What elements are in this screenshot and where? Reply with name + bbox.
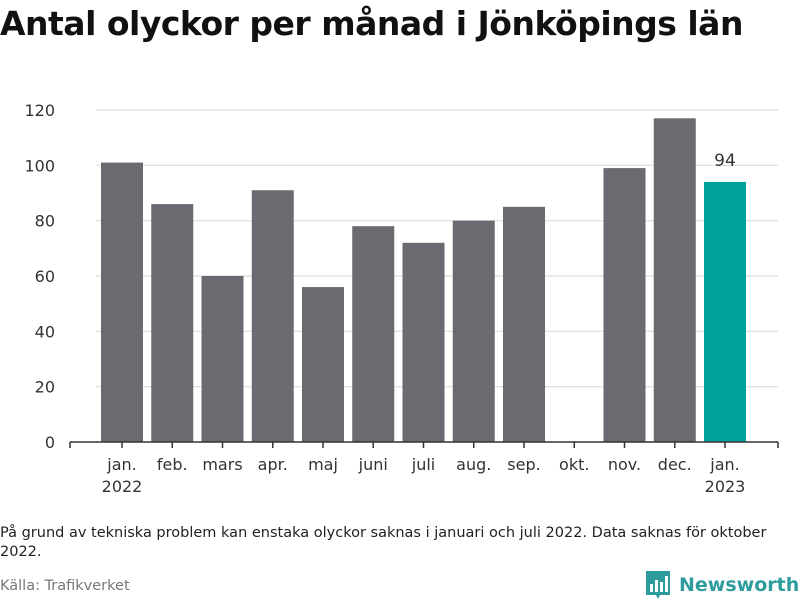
bar (603, 168, 646, 442)
x-tick-label: jan. 2023 (705, 455, 746, 496)
bars (101, 118, 746, 443)
y-tick-label: 0 (45, 433, 55, 452)
bar (402, 242, 445, 442)
y-tick-label: 120 (24, 101, 55, 120)
x-tick-label: apr. (258, 455, 288, 474)
bar (302, 287, 344, 442)
y-tick-label: 40 (35, 322, 55, 341)
footnote: På grund av tekniska problem kan enstaka… (0, 525, 767, 560)
bar (101, 162, 143, 443)
bar (201, 276, 244, 442)
x-tick-label: nov. (608, 455, 641, 474)
y-tick-label: 60 (35, 267, 55, 286)
chart-title: Antal olyckor per månad i Jönköpings län (0, 4, 743, 43)
bar (352, 226, 395, 442)
y-tick-label: 20 (35, 378, 55, 397)
x-tick-label: juni (358, 455, 388, 474)
bar (452, 220, 495, 442)
x-tick-label: jan. 2022 (102, 455, 143, 496)
y-tick-labels: 0 20 40 60 80 100 120 (24, 101, 55, 452)
x-tick-label: juli (411, 455, 435, 474)
x-tick-label: sep. (507, 455, 540, 474)
x-tick-label: maj (308, 455, 338, 474)
x-tick-label: mars (202, 455, 242, 474)
newsworthy-logo-icon (646, 571, 670, 599)
bar (653, 118, 696, 443)
brand-name: Newsworthy (679, 574, 800, 596)
brand-logo[interactable]: Newsworthy (645, 569, 800, 601)
data-labels: 94 (714, 151, 736, 171)
bar (151, 204, 194, 442)
source-label: Källa: Trafikverket (0, 578, 130, 594)
bar (704, 181, 746, 442)
y-tick-label: 80 (35, 212, 55, 231)
x-tick-label: okt. (559, 455, 589, 474)
bar (251, 190, 294, 442)
x-axis (69, 441, 779, 448)
x-tick-label: aug. (456, 455, 491, 474)
y-tick-label: 100 (24, 156, 55, 175)
data-label: 94 (714, 151, 736, 171)
x-tick-labels: jan. 2022 feb. mars apr. maj juni juli aug. sep. o… (102, 455, 746, 496)
bar (503, 206, 545, 442)
x-tick-label: dec. (658, 455, 692, 474)
x-tick-label: feb. (157, 455, 188, 474)
